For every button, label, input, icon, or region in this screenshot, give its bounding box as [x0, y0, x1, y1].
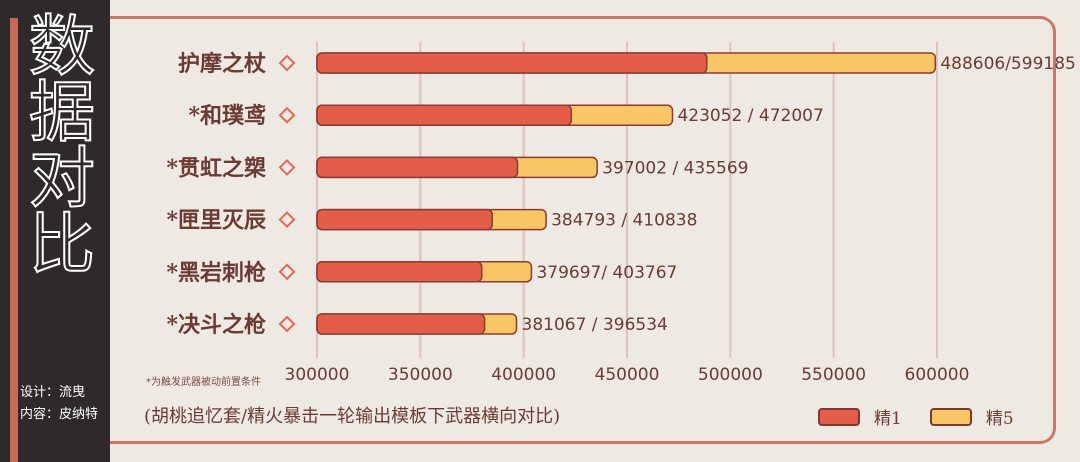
category-label: *匣里灭辰 — [166, 208, 266, 234]
x-tick-label: 600000 — [905, 365, 970, 385]
bar-r1 — [316, 104, 573, 126]
category-label: *黑岩刺枪 — [166, 260, 266, 286]
legend: 精1 精5 — [818, 404, 1042, 429]
category-label: *贯虹之槊 — [166, 155, 266, 181]
chart-subtitle: (胡桃追忆套/精火暴击一轮输出模板下武器横向对比) — [144, 406, 561, 427]
x-tick-label: 400000 — [491, 365, 556, 385]
legend-swatch-r5 — [929, 407, 972, 426]
bar-r1 — [316, 313, 486, 335]
diamond-marker — [278, 54, 296, 72]
title-char: 据 — [28, 74, 96, 151]
x-tick-label: 300000 — [285, 365, 350, 385]
legend-swatch-r1 — [818, 407, 860, 426]
credits: 设计：流曳 内容：皮纳特 — [20, 382, 98, 426]
chart-frame — [110, 16, 1056, 444]
title-char: 对 — [28, 140, 96, 217]
legend-label-r1: 精1 — [874, 409, 902, 429]
diamond-marker — [278, 211, 296, 229]
bar-r1 — [316, 156, 519, 179]
data-label: 488606/599185 — [940, 54, 1076, 74]
diamond-marker — [278, 106, 296, 124]
x-tick-label: 500000 — [698, 365, 763, 385]
vertical-title: 数 据 对 比 — [20, 8, 104, 283]
data-label: 397002 / 435569 — [602, 158, 748, 178]
accent-stripe — [10, 18, 18, 462]
diamond-marker — [278, 263, 296, 281]
diamond-marker — [278, 315, 296, 333]
x-tick-label: 350000 — [388, 365, 453, 385]
footnote: *为触发武器被动前置条件 — [146, 377, 261, 388]
bar-r1 — [316, 52, 708, 74]
title-char: 比 — [28, 206, 96, 283]
content-credit: 内容：皮纳特 — [20, 407, 99, 422]
title-panel — [0, 0, 110, 462]
legend-item-r5: 精5 — [929, 404, 1014, 429]
x-tick-label: 550000 — [801, 365, 866, 385]
data-label: 384793 / 410838 — [551, 211, 697, 231]
legend-label-r5: 精5 — [985, 409, 1014, 429]
bar-r1 — [316, 208, 493, 231]
design-credit: 设计：流曳 — [20, 385, 86, 400]
data-label: 379697/ 403767 — [536, 263, 677, 283]
diamond-marker — [278, 158, 296, 176]
x-tick-label: 450000 — [595, 365, 660, 385]
legend-item-r1: 精1 — [818, 404, 902, 429]
data-label: 381067 / 396534 — [522, 315, 668, 335]
category-label: 护摩之杖 — [178, 51, 266, 77]
category-label: *决斗之枪 — [166, 312, 266, 338]
title-char: 数 — [28, 8, 96, 85]
data-label: 423052 / 472007 — [677, 106, 823, 126]
bar-r1 — [316, 261, 483, 283]
category-label: *和璞鸢 — [188, 103, 266, 129]
